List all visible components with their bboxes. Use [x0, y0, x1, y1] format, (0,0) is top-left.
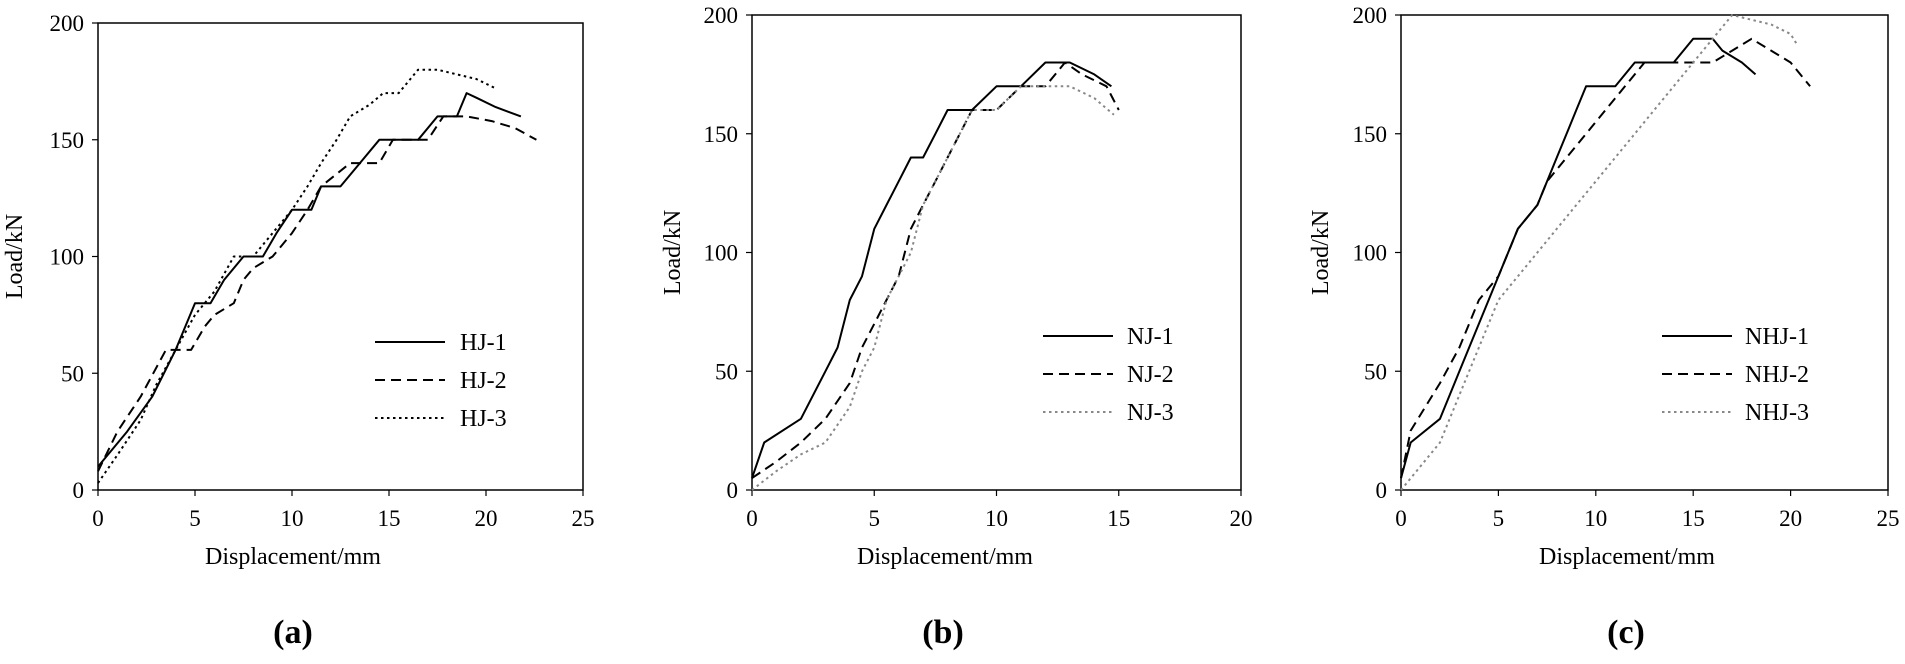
x-tick-label: 20: [1779, 506, 1802, 531]
x-tick-label: 0: [92, 506, 104, 531]
plot-area-b: 0 5 10 15 20050100150200Displacement/mmLoad/…: [660, 3, 1253, 570]
plot-area-c: 0 5 10 15 20 25 0 50 100 150 200 Displacement/mm Loa…: [1308, 3, 1900, 570]
series-line-nhj-3: [1400, 14, 1798, 491]
y-tick-label: 200: [704, 3, 739, 28]
x-tick-label: 5: [1493, 506, 1505, 531]
y-tick-label: 100: [50, 245, 85, 270]
legend-label: HJ-3: [460, 406, 507, 432]
chart-panel-b: 0 5 10 15 20050100150200Displacement/mmLoad/…: [660, 3, 1253, 651]
x-tick-label: 10: [985, 506, 1008, 531]
y-tick-label: 0: [727, 478, 739, 503]
chart-panel-c: 0 5 10 15 20 25 0 50 100 150 200 Displacement/mm Loa…: [1308, 3, 1900, 651]
series-line-hj-3: [97, 68, 497, 484]
x-tick-label: 25: [572, 506, 595, 531]
series-line-nj-1: [751, 61, 1112, 479]
x-tick-label: 15: [1682, 506, 1705, 531]
series-line-nhj-1: [1400, 37, 1757, 479]
y-tick-label: 100: [1353, 241, 1388, 266]
y-axis-label: Load/kN: [2, 214, 28, 299]
y-tick-label: 0: [73, 478, 85, 503]
y-tick-label: 200: [1353, 3, 1388, 28]
legend-label: NHJ-2: [1745, 362, 1809, 388]
y-tick-label: 50: [61, 361, 84, 386]
y-tick-label: 150: [50, 128, 85, 153]
plot-frame: [97, 22, 584, 491]
legend-label: NHJ-3: [1745, 400, 1809, 426]
legend-label: NHJ-1: [1745, 324, 1809, 350]
panel-label-c: (c): [1607, 614, 1645, 651]
plot-frame: [1400, 14, 1889, 491]
x-tick-label: 0: [746, 506, 758, 531]
x-tick-label: 5: [189, 506, 201, 531]
y-tick-label: 150: [704, 122, 739, 147]
y-axis-label: Load/kN: [1308, 210, 1334, 295]
x-tick-label: 0: [1395, 506, 1407, 531]
x-tick-label: 20: [475, 506, 498, 531]
y-tick-label: 50: [715, 359, 738, 384]
series-line-hj-1: [97, 92, 522, 468]
panel-label-b: (b): [922, 614, 964, 651]
y-tick-label: 100: [704, 241, 739, 266]
x-tick-label: 10: [1584, 506, 1607, 531]
series-line-hj-2: [97, 115, 537, 472]
x-tick-label: 15: [1107, 506, 1130, 531]
y-tick-label: 50: [1364, 359, 1387, 384]
y-tick-label: 200: [50, 11, 85, 36]
series-line-nj-2: [751, 61, 1120, 479]
x-tick-label: 5: [869, 506, 881, 531]
panel-label-a: (a): [273, 614, 313, 651]
x-tick-label: 10: [281, 506, 304, 531]
legend-label: HJ-2: [460, 368, 507, 394]
legend-label: NJ-1: [1127, 324, 1174, 350]
legend-label: NJ-2: [1127, 362, 1174, 388]
plot-area-a: 0 5 10 15 20 25 0 50 100 150 200 Displacement/mm Loa…: [2, 11, 595, 570]
y-tick-label: 150: [1353, 122, 1388, 147]
y-axis-label: Load/kN: [660, 210, 686, 295]
y-tick-label: 0: [1376, 478, 1388, 503]
x-tick-label: 20: [1230, 506, 1253, 531]
legend-label: HJ-1: [460, 330, 507, 356]
x-tick-label: 15: [378, 506, 401, 531]
x-axis-label: Displacement/mm: [857, 544, 1033, 570]
x-axis-label: Displacement/mm: [1539, 544, 1715, 570]
x-tick-label: 25: [1877, 506, 1900, 531]
chart-panel-a: 0 5 10 15 20 25 0 50 100 150 200 Displacement/mm Loa…: [2, 11, 595, 651]
legend-label: NJ-3: [1127, 400, 1174, 426]
series-line-nj-3: [751, 85, 1115, 491]
x-axis-label: Displacement/mm: [205, 544, 381, 570]
